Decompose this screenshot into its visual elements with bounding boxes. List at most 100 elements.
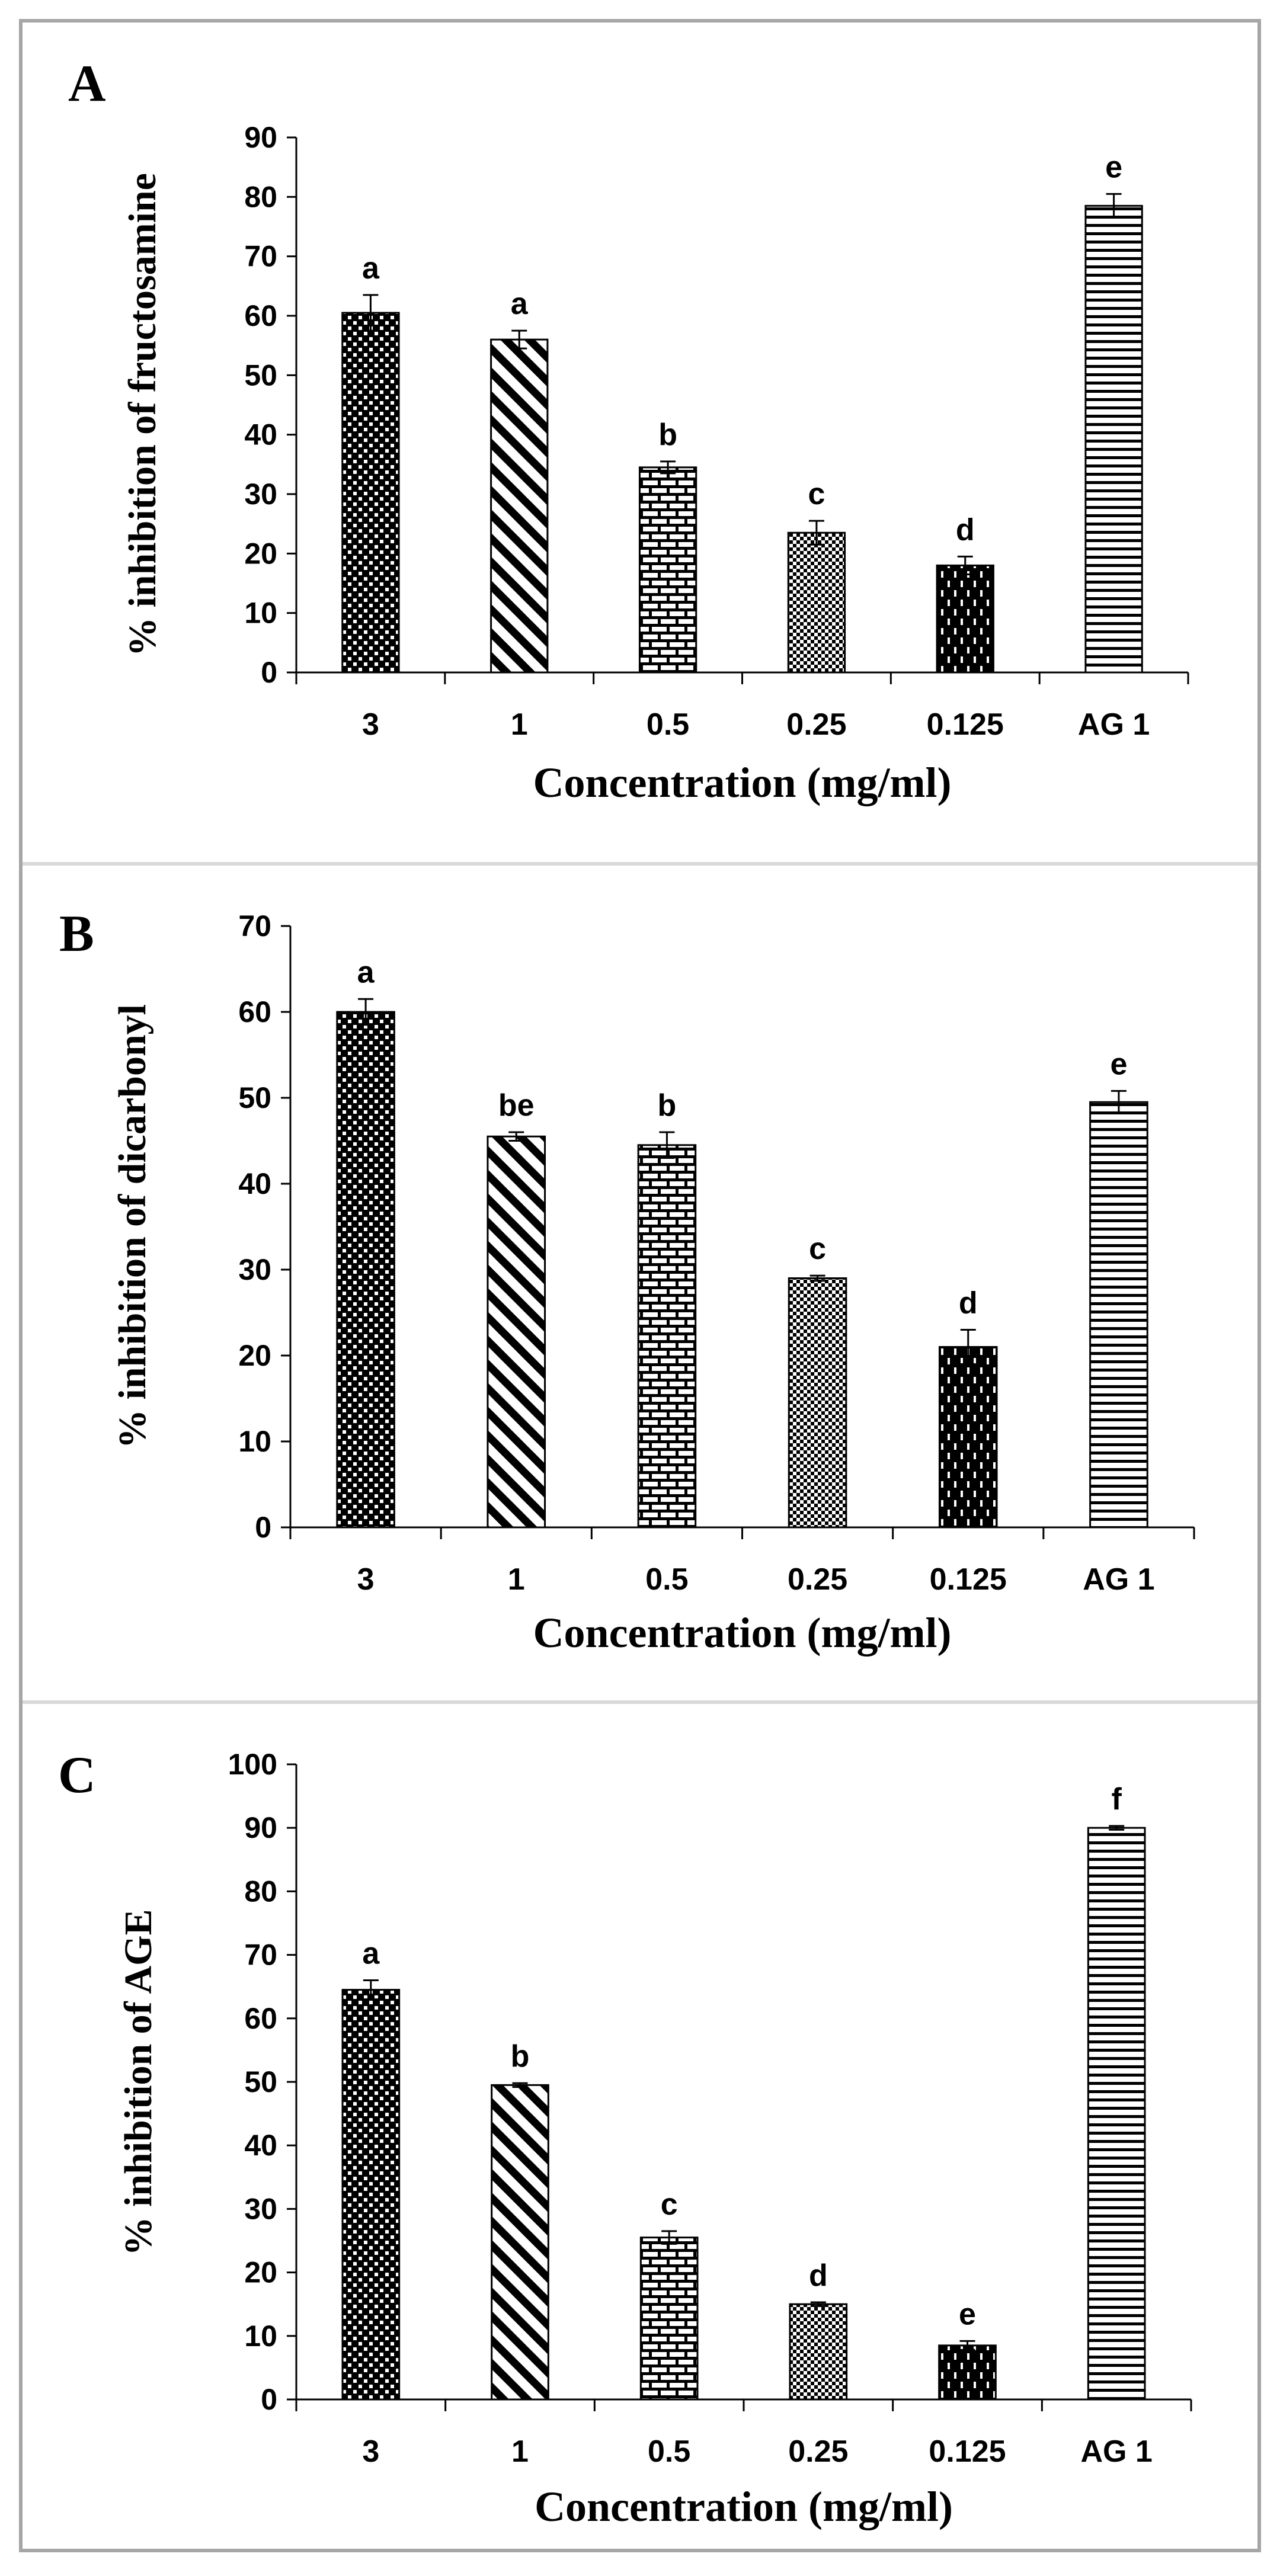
bar-ag-1	[1084, 204, 1143, 674]
y-tick-label: 40	[244, 418, 277, 451]
error-bar	[810, 2301, 826, 2307]
bar-0-5	[637, 1144, 697, 1529]
y-tick-label: 30	[244, 478, 277, 511]
y-tick-label: 60	[244, 299, 277, 332]
bar-1	[490, 338, 549, 674]
y-tick-label: 60	[244, 2002, 277, 2035]
significance-letter: c	[809, 1232, 826, 1266]
y-tick-label: 20	[238, 1339, 271, 1372]
y-tick-label: 50	[244, 358, 277, 392]
bar-0-25	[788, 1277, 847, 1529]
y-tick-label: 50	[238, 1081, 271, 1114]
significance-letter: a	[357, 955, 375, 989]
x-tick-label: AG 1	[1078, 707, 1150, 742]
x-tick-label: 1	[511, 2434, 529, 2469]
y-tick-label: 40	[238, 1167, 271, 1200]
error-bar	[511, 329, 527, 350]
x-axis-title: Concentration (mg/ml)	[533, 1609, 952, 1657]
y-tick-label: 10	[238, 1425, 271, 1458]
x-tick-label: 0.5	[647, 707, 689, 742]
y-tick-label: 0	[261, 2383, 277, 2416]
x-tick-label: 0.125	[929, 2434, 1006, 2469]
error-bar	[1109, 1825, 1125, 1831]
significance-letter: d	[809, 2258, 828, 2293]
x-axis-title: Concentration (mg/ml)	[535, 2483, 953, 2530]
x-tick-label: 1	[508, 1562, 525, 1597]
x-tick-label: 0.25	[786, 707, 846, 742]
y-axis-title: % inhibition of dicarbonyl	[111, 1004, 154, 1449]
bar-0-125	[938, 1346, 998, 1529]
x-tick-label: 0.125	[927, 707, 1004, 742]
error-bar	[508, 1131, 524, 1142]
error-bar	[660, 460, 676, 475]
x-tick-label: 3	[357, 1562, 375, 1597]
y-tick-label: 0	[255, 1511, 271, 1544]
chart-panel-a: a a b c d e 0 10 20 30 40 50 60 70 80 90 3 1 0.5 0.25 0.125 A…	[121, 121, 1189, 806]
significance-letter: be	[498, 1088, 535, 1123]
x-tick-label: AG 1	[1080, 2434, 1152, 2469]
x-tick-label: 0.25	[788, 1562, 847, 1597]
significance-letter: c	[661, 2187, 678, 2222]
bar-3	[341, 312, 400, 674]
figure-frame	[19, 19, 1261, 2552]
chart-panel-c: a b c d e f 0 10 20 30 40 50 60 70 80 90 100 3 1 0.5 0.25 0.1…	[117, 1748, 1192, 2530]
bar-1	[491, 2084, 549, 2401]
y-tick-label: 100	[228, 1748, 277, 1781]
significance-letter: e	[1105, 150, 1122, 184]
y-tick-label: 30	[238, 1253, 271, 1286]
y-tick-label: 10	[244, 2319, 277, 2353]
y-tick-label: 70	[244, 1939, 277, 1972]
bar-3	[341, 1989, 401, 2401]
y-tick-label: 70	[244, 240, 277, 273]
x-tick-label: AG 1	[1083, 1562, 1154, 1597]
x-tick-label: 3	[362, 707, 379, 742]
significance-letter: a	[362, 251, 380, 286]
significance-letter: d	[956, 512, 975, 547]
significance-letter: e	[1110, 1047, 1127, 1081]
error-bar	[358, 998, 374, 1026]
bar-0-125	[938, 2344, 997, 2401]
x-tick-label: 1	[511, 707, 528, 742]
bar-ag-1	[1089, 1101, 1148, 1529]
y-tick-label: 30	[244, 2192, 277, 2225]
error-bar	[1106, 193, 1122, 219]
x-tick-label: 3	[362, 2434, 379, 2469]
significance-letter: f	[1112, 1782, 1122, 1816]
significance-letter: b	[658, 1088, 677, 1123]
y-tick-label: 20	[244, 2256, 277, 2289]
error-bar	[957, 555, 973, 575]
error-bar	[659, 1131, 675, 1159]
bar-1	[487, 1135, 546, 1529]
significance-letter: c	[808, 477, 825, 511]
x-tick-label: 0.5	[645, 1562, 688, 1597]
error-bar	[808, 520, 824, 546]
x-tick-label: 0.5	[648, 2434, 690, 2469]
y-tick-label: 80	[244, 180, 277, 213]
bar-0-25	[787, 531, 846, 674]
error-bar	[959, 2340, 975, 2351]
significance-letter: d	[959, 1286, 978, 1321]
bar-0-5	[639, 2237, 699, 2401]
x-axis-title: Concentration (mg/ml)	[533, 759, 952, 806]
panel-label-b: B	[59, 905, 94, 963]
significance-letter: e	[959, 2297, 976, 2331]
error-bar	[363, 294, 379, 332]
error-bar	[661, 2230, 677, 2245]
y-tick-label: 0	[261, 656, 277, 689]
bar-0-25	[789, 2303, 848, 2401]
y-tick-label: 10	[244, 597, 277, 630]
error-bar	[1111, 1090, 1127, 1114]
bar-ag-1	[1087, 1827, 1146, 2401]
y-tick-label: 50	[244, 2065, 277, 2098]
error-bar	[363, 1979, 379, 2001]
y-tick-label: 70	[238, 909, 271, 943]
y-tick-label: 40	[244, 2129, 277, 2162]
chart-panel-b: a be b c d e 0 10 20 30 40 50 60 70 3 1 0.5 0.25 0.125 AG 1…	[111, 909, 1195, 1657]
y-tick-label: 90	[244, 1811, 277, 1844]
panel-label-c: C	[58, 1747, 96, 1804]
error-bar	[512, 2082, 528, 2088]
x-tick-label: 0.125	[930, 1562, 1007, 1597]
bar-0-125	[936, 564, 994, 674]
